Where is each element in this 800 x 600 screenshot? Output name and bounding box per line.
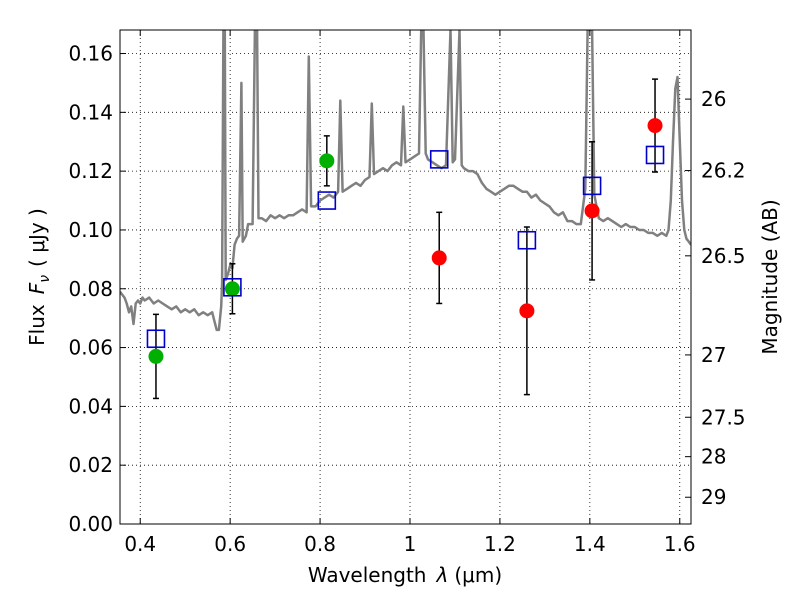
y-tick-label: 0.16 <box>68 42 113 66</box>
y2-tick-label: 26 <box>701 87 726 111</box>
x-axis-label: Wavelength λ (μm) <box>308 563 502 587</box>
y2-tick-label: 27 <box>701 343 726 367</box>
observed-optical-point <box>148 348 164 364</box>
spectrum-line <box>120 30 691 332</box>
y-axis-label: Flux Fν ( μJy ) <box>25 208 53 346</box>
y-tick-label: 0.10 <box>68 218 113 242</box>
model-square <box>645 145 665 165</box>
y2-tick-label: 29 <box>701 485 726 509</box>
y-tick-label: 0.14 <box>68 100 113 124</box>
x-tick-label: 0.4 <box>124 532 156 556</box>
x-tick-label: 1.2 <box>484 532 516 556</box>
x-axis-label-unit: (μm) <box>454 563 502 587</box>
model-square <box>429 150 449 169</box>
observed-optical-point <box>319 153 335 169</box>
y-tick-label: 0.08 <box>68 277 113 301</box>
y-tick-label: 0.00 <box>68 512 113 536</box>
observed-point <box>584 203 600 219</box>
plot-area <box>120 30 691 524</box>
observed-point <box>431 250 447 266</box>
x-axis-label-symbol: λ <box>436 563 449 587</box>
y2-tick-label: 26.5 <box>701 244 746 268</box>
y2-tick-label: 28 <box>701 445 726 469</box>
model-square <box>582 176 602 196</box>
y2-axis-label: Magnitude (AB) <box>758 199 782 354</box>
x-tick-label: 0.8 <box>304 532 336 556</box>
model-square <box>146 329 166 349</box>
observed-optical-point <box>224 281 240 297</box>
x-tick-label: 0.6 <box>214 532 246 556</box>
x-axis-label-text: Wavelength <box>308 563 427 587</box>
x-tick-label: 1.6 <box>664 532 696 556</box>
y2-tick-label: 26.2 <box>701 159 746 183</box>
model-square <box>317 191 337 210</box>
y2-tick-label: 27.5 <box>701 405 746 429</box>
model-square <box>223 277 242 297</box>
observed-point <box>519 303 535 319</box>
plot-frame <box>119 29 692 525</box>
y-axis-label-unit: ( μJy ) <box>25 208 49 267</box>
y-axis-label-text: Flux <box>25 304 49 346</box>
y-tick-label: 0.04 <box>68 394 113 418</box>
x-tick-label: 1.4 <box>574 532 606 556</box>
plot-content <box>120 30 691 400</box>
y-axis-label-subscript: ν <box>37 275 53 283</box>
observed-point <box>647 118 663 134</box>
axis-ticks: 0.4 0.6 0.8 1 1.2 1.4 1.6 0.00 0.02 0.04 0.06 0.08 0… <box>68 30 746 556</box>
y-tick-label: 0.12 <box>68 159 113 183</box>
y-tick-label: 0.02 <box>68 453 113 477</box>
y-axis-label-symbol: F <box>25 282 49 294</box>
model-square <box>517 230 537 250</box>
x-tick-label: 1 <box>404 532 417 556</box>
y-tick-label: 0.06 <box>68 336 113 360</box>
